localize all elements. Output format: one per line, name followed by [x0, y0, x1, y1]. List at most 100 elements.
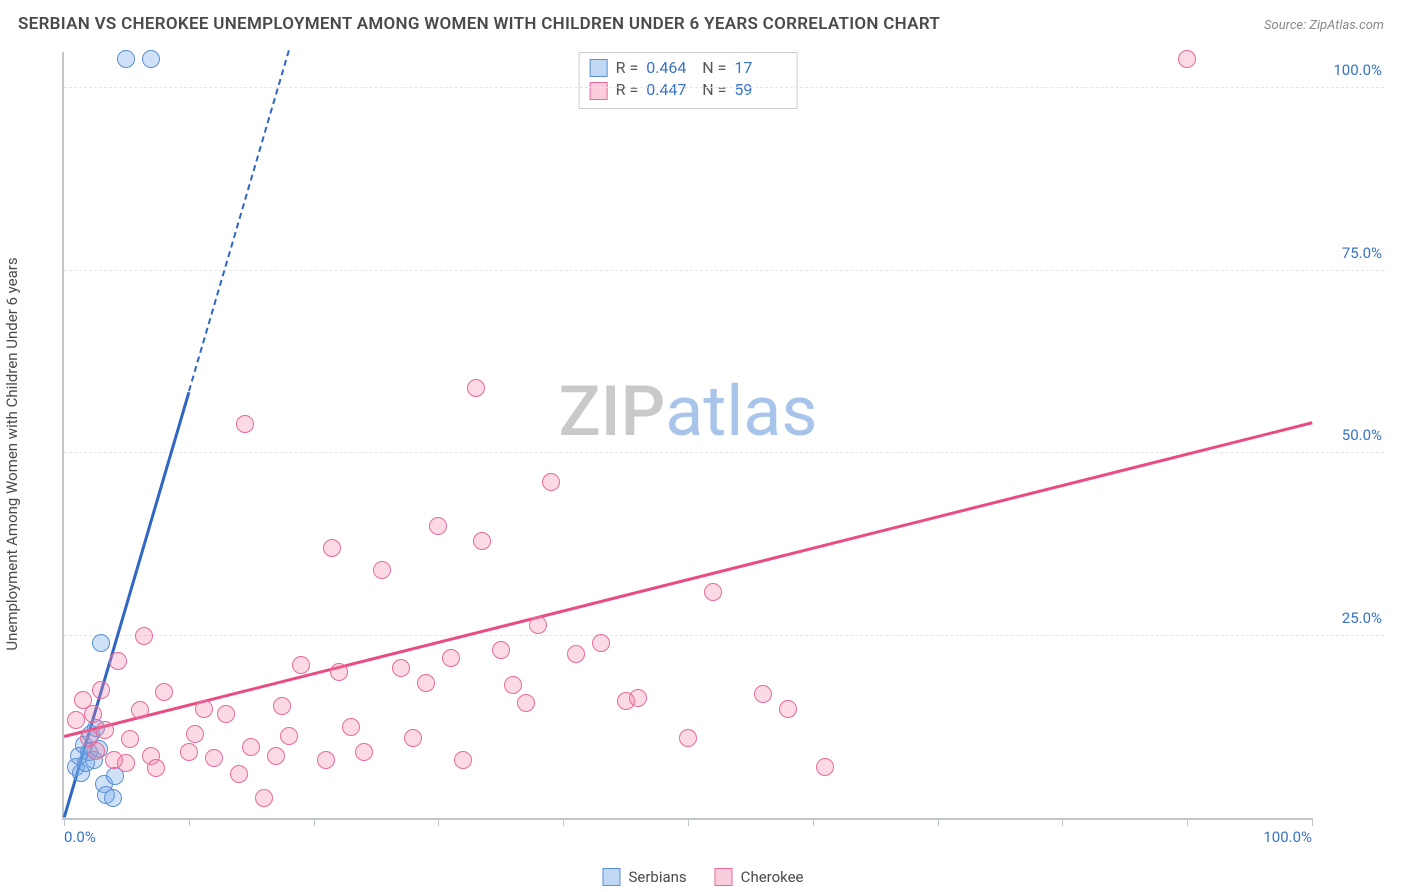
legend-item-serbians: Serbians	[602, 868, 686, 886]
data-point	[131, 701, 149, 719]
data-point	[109, 652, 127, 670]
data-point	[280, 727, 298, 745]
data-point	[529, 616, 547, 634]
chart-container: Unemployment Among Women with Children U…	[18, 42, 1384, 848]
data-point	[542, 473, 560, 491]
data-point	[429, 517, 447, 535]
y-axis-label: Unemployment Among Women with Children U…	[3, 257, 21, 650]
watermark-part2: atlas	[665, 371, 817, 453]
data-point	[267, 747, 285, 765]
y-tick-label: 50.0%	[1342, 426, 1382, 444]
data-point	[273, 697, 291, 715]
data-point	[454, 751, 472, 769]
data-point	[292, 656, 310, 674]
data-point	[236, 415, 254, 433]
x-tick	[438, 818, 439, 826]
data-point	[117, 754, 135, 772]
x-tick	[813, 818, 814, 826]
data-point	[255, 789, 273, 807]
swatch-serbians	[590, 59, 608, 77]
x-tick	[563, 818, 564, 826]
data-point	[517, 694, 535, 712]
data-point	[704, 583, 722, 601]
x-tick	[688, 818, 689, 826]
data-point	[121, 730, 139, 748]
data-point	[1178, 50, 1196, 68]
x-tick	[1312, 818, 1313, 826]
correlation-row-serbians: R = 0.464 N = 17	[590, 57, 783, 79]
header: SERBIAN VS CHEROKEE UNEMPLOYMENT AMONG W…	[0, 0, 1406, 34]
data-point	[392, 659, 410, 677]
data-point	[754, 685, 772, 703]
data-point	[186, 725, 204, 743]
x-tick	[314, 818, 315, 826]
y-tick-label: 100.0%	[1333, 61, 1382, 79]
y-tick-label: 25.0%	[1342, 609, 1382, 627]
x-tick-label: 100.0%	[1263, 828, 1312, 846]
data-point	[117, 50, 135, 68]
data-point	[195, 700, 213, 718]
swatch-cherokee	[590, 82, 608, 100]
watermark-part1: ZIP	[559, 371, 666, 453]
data-point	[142, 50, 160, 68]
data-point	[492, 641, 510, 659]
data-point	[323, 539, 341, 557]
x-tick	[1062, 818, 1063, 826]
r-label: R =	[616, 79, 639, 101]
data-point	[87, 742, 105, 760]
data-point	[92, 634, 110, 652]
correlation-row-cherokee: R = 0.447 N = 59	[590, 79, 783, 101]
legend-swatch-cherokee	[715, 868, 733, 886]
watermark: ZIPatlas	[559, 371, 818, 453]
gridline-h	[64, 270, 1384, 271]
data-point	[404, 729, 422, 747]
x-tick	[938, 818, 939, 826]
n-label: N =	[702, 79, 726, 101]
data-point	[373, 561, 391, 579]
x-tick-label: 0.0%	[64, 828, 96, 846]
data-point	[242, 738, 260, 756]
y-tick-label: 75.0%	[1342, 244, 1382, 262]
legend-item-cherokee: Cherokee	[715, 868, 804, 886]
legend-label-serbians: Serbians	[628, 868, 686, 886]
correlation-box: R = 0.464 N = 17 R = 0.447 N = 59	[579, 52, 798, 109]
r-value-serbians: 0.464	[646, 57, 694, 79]
data-point	[342, 718, 360, 736]
plot-area: ZIPatlas R = 0.464 N = 17 R = 0.447 N = …	[62, 52, 1312, 820]
data-point	[567, 645, 585, 663]
r-value-cherokee: 0.447	[646, 79, 694, 101]
data-point	[504, 676, 522, 694]
data-point	[96, 721, 114, 739]
data-point	[592, 634, 610, 652]
data-point	[442, 649, 460, 667]
data-point	[417, 674, 435, 692]
data-point	[135, 627, 153, 645]
data-point	[355, 743, 373, 761]
data-point	[230, 765, 248, 783]
gridline-h	[64, 87, 1384, 88]
data-point	[147, 759, 165, 777]
data-point	[330, 663, 348, 681]
x-tick	[64, 818, 65, 826]
data-point	[473, 532, 491, 550]
data-point	[467, 379, 485, 397]
chart-title: SERBIAN VS CHEROKEE UNEMPLOYMENT AMONG W…	[18, 14, 940, 34]
data-point	[205, 749, 223, 767]
n-value-serbians: 17	[734, 57, 782, 79]
data-point	[180, 743, 198, 761]
data-point	[92, 681, 110, 699]
data-point	[217, 705, 235, 723]
n-value-cherokee: 59	[734, 79, 782, 101]
data-point	[317, 751, 335, 769]
data-point	[679, 729, 697, 747]
data-point	[155, 683, 173, 701]
trend-line	[188, 51, 290, 392]
source-attribution: Source: ZipAtlas.com	[1264, 18, 1384, 33]
r-label: R =	[616, 57, 639, 79]
legend-swatch-serbians	[602, 868, 620, 886]
n-label: N =	[702, 57, 726, 79]
data-point	[84, 705, 102, 723]
trend-line	[64, 422, 1313, 738]
data-point	[816, 758, 834, 776]
x-tick	[1187, 818, 1188, 826]
